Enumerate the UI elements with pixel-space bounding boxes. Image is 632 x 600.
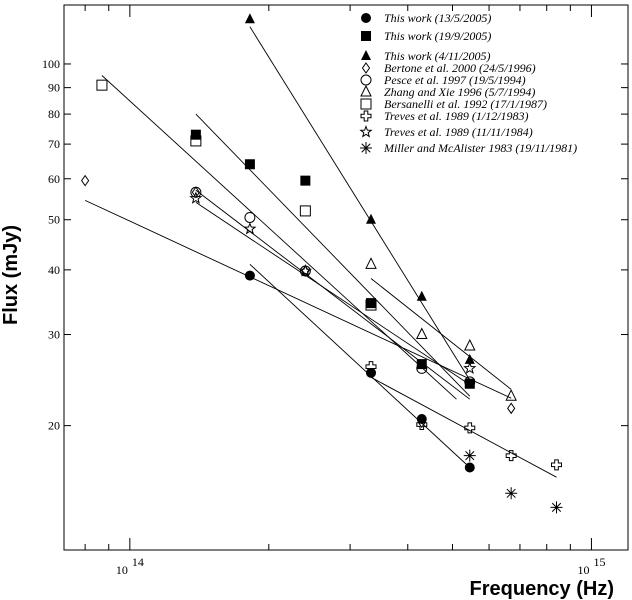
plot-frame <box>63 4 629 551</box>
fit-line <box>370 376 557 478</box>
data-point <box>464 376 476 388</box>
y-tick-label: 40 <box>48 263 60 277</box>
data-point <box>365 299 377 311</box>
x-tick-label: 10 <box>577 563 589 577</box>
data-point <box>505 389 517 401</box>
legend-marker <box>360 84 372 97</box>
data-point <box>415 327 428 340</box>
data-point <box>463 361 477 375</box>
legend-label: This work (4/11/2005) <box>384 49 490 63</box>
legend-marker <box>361 31 371 41</box>
data-point <box>416 362 428 374</box>
legend-label: This work (13/5/2005) <box>384 11 491 25</box>
data-point <box>300 175 311 186</box>
data-point <box>96 79 108 91</box>
data-point <box>299 205 311 217</box>
x-tick-exponent: 15 <box>593 555 605 569</box>
fit-line <box>370 278 512 390</box>
legend-label: Zhang and Xie 1996 (5/7/1994) <box>384 85 535 99</box>
data-point <box>416 290 427 301</box>
fit-lines <box>84 26 557 478</box>
fit-line <box>195 113 471 397</box>
x-tick-exponent: 14 <box>132 555 144 569</box>
data-point <box>550 501 563 514</box>
y-tick-label: 30 <box>48 328 60 342</box>
data-point <box>189 191 203 204</box>
y-tick-label: 50 <box>48 213 60 227</box>
legend-marker <box>361 62 371 74</box>
axis-ticks: 20 30 40 50 60 70 80 90 100 10 14 10 15 <box>42 5 628 577</box>
data-point <box>365 257 377 269</box>
data-point <box>464 462 475 473</box>
legend-label: Bertone et al. 2000 (24/5/1996) <box>384 61 536 75</box>
legend-label: This work (19/9/2005) <box>384 29 491 43</box>
data-point <box>417 416 426 429</box>
legend-marker <box>360 142 372 154</box>
fit-line <box>101 75 457 400</box>
legend: This work (13/5/2005) This work (19/9/200… <box>359 11 577 155</box>
data-point <box>244 211 256 223</box>
data-point <box>463 338 476 351</box>
legend-marker <box>361 13 371 23</box>
data-point <box>366 298 377 309</box>
fit-line <box>249 26 471 381</box>
legend-marker <box>360 110 372 122</box>
data-point <box>365 361 377 373</box>
data-point <box>505 450 517 462</box>
data-point <box>464 378 475 389</box>
data-point <box>243 221 257 235</box>
legend-label: Miller and McAlister 1983 (19/11/1981) <box>383 141 577 155</box>
legend-marker <box>361 50 371 60</box>
y-tick-label: 70 <box>48 137 60 151</box>
fit-line <box>195 202 471 386</box>
legend-marker <box>360 74 372 86</box>
data-point <box>463 449 476 462</box>
y-tick-label: 100 <box>42 57 60 71</box>
legend-marker <box>360 98 372 110</box>
data-point <box>190 186 202 198</box>
legend-label: Treves et al. 1989 (1/12/1983) <box>384 109 529 123</box>
fit-line <box>195 189 471 400</box>
data-point <box>464 422 476 434</box>
data-point <box>81 174 90 187</box>
y-axis-title: Flux (mJy) <box>0 225 22 325</box>
legend-label: Pesce et al. 1997 (19/5/1994) <box>383 73 526 87</box>
y-tick-label: 80 <box>48 107 60 121</box>
data-point <box>298 264 312 277</box>
data-point <box>416 419 428 431</box>
y-tick-label: 60 <box>48 172 60 186</box>
legend-marker <box>359 125 373 138</box>
data-point <box>244 159 255 170</box>
fit-line <box>249 263 471 468</box>
data-point <box>244 270 255 281</box>
legend-label: Bersanelli et al. 1992 (17/1/1987) <box>384 97 547 111</box>
x-axis-title: Frequency (Hz) <box>470 578 614 600</box>
data-point <box>190 129 201 140</box>
data-point <box>244 13 255 24</box>
data-point <box>190 135 202 147</box>
x-tick-label: 10 <box>116 563 128 577</box>
y-tick-label: 20 <box>48 419 60 433</box>
y-tick-label: 90 <box>48 81 60 95</box>
data-point <box>464 353 475 364</box>
data-markers <box>81 13 563 514</box>
data-point <box>505 487 518 500</box>
data-point <box>366 367 377 378</box>
legend-label: Treves et al. 1989 (11/11/1984) <box>384 125 533 139</box>
fit-line <box>84 199 512 399</box>
data-point <box>507 402 516 415</box>
data-point <box>550 459 562 471</box>
data-point <box>416 359 427 370</box>
data-point <box>366 213 377 224</box>
